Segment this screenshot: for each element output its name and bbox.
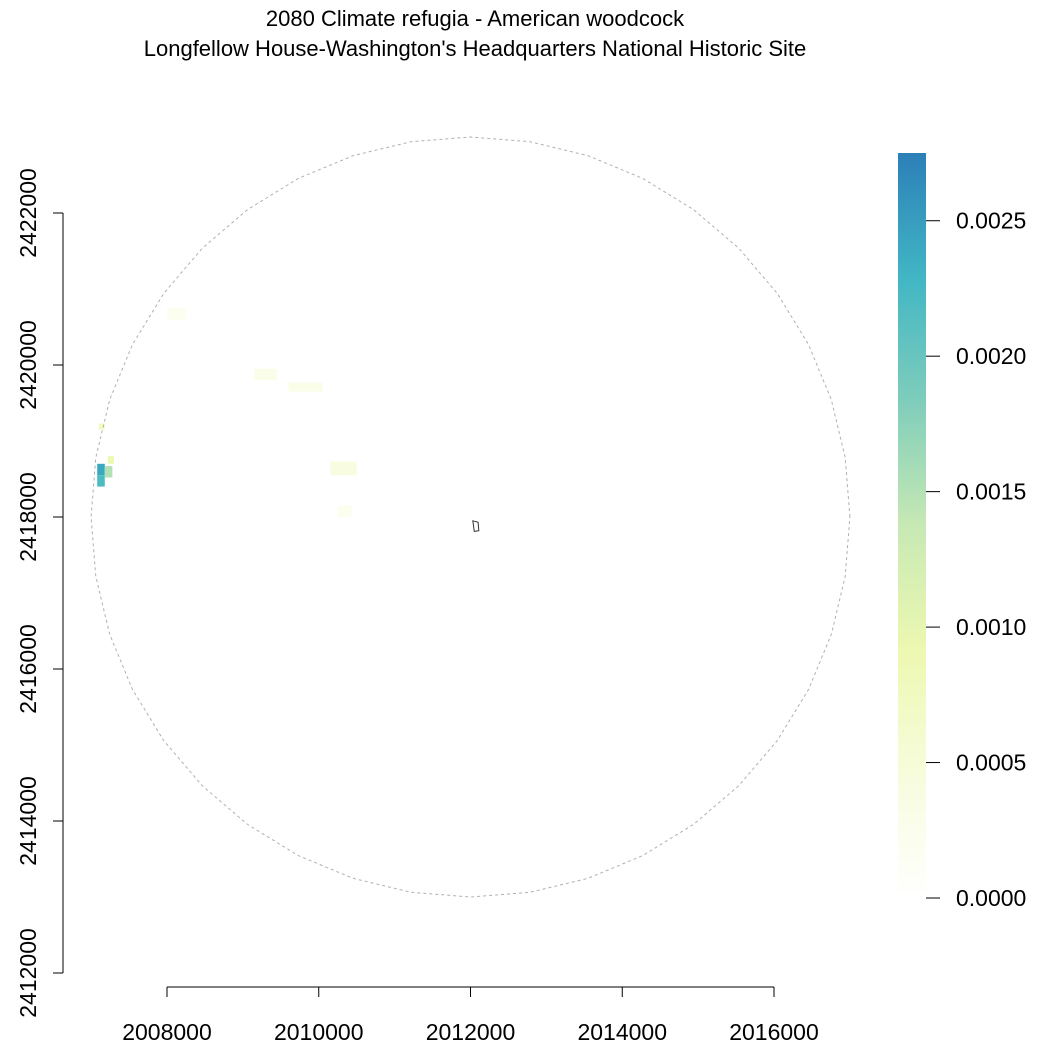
y-axis: 2412000 2414000 2416000 2418000 2420000 24220… bbox=[15, 168, 64, 1018]
buffer-boundary-circle bbox=[90, 136, 851, 898]
x-tick-label: 2012000 bbox=[426, 1019, 516, 1045]
x-tick-label: 2010000 bbox=[274, 1019, 364, 1045]
legend-colorbar bbox=[898, 153, 926, 898]
raster-cell bbox=[107, 456, 114, 464]
x-axis: 2008000 2010000 2012000 2014000 2016000 bbox=[122, 986, 819, 1045]
y-tick-label: 2412000 bbox=[15, 928, 41, 1018]
chart-title-line1: 2080 Climate refugia - American woodcock bbox=[265, 6, 685, 31]
legend-tick-label: 0.0005 bbox=[956, 750, 1026, 776]
y-tick-label: 2420000 bbox=[15, 320, 41, 410]
raster-cell bbox=[97, 475, 105, 487]
chart-title-line2: Longfellow House-Washington's Headquarte… bbox=[143, 36, 807, 61]
raster-cell bbox=[288, 382, 323, 392]
raster-cell bbox=[167, 308, 186, 320]
y-tick-label: 2414000 bbox=[15, 776, 41, 866]
legend-tick-label: 0.0020 bbox=[956, 343, 1026, 369]
legend-tick-label: 0.0000 bbox=[956, 885, 1026, 911]
raster-cell bbox=[254, 368, 278, 381]
raster-cell bbox=[337, 505, 352, 517]
legend-tick-label: 0.0015 bbox=[956, 479, 1026, 505]
legend-tick-label: 0.0010 bbox=[956, 614, 1026, 640]
x-tick-label: 2014000 bbox=[577, 1019, 667, 1045]
y-tick-label: 2422000 bbox=[15, 168, 41, 258]
park-boundary-polygon bbox=[472, 520, 480, 532]
y-tick-label: 2416000 bbox=[15, 624, 41, 714]
raster-cell bbox=[97, 463, 105, 476]
x-tick-label: 2016000 bbox=[729, 1019, 819, 1045]
color-legend: 0.0000 0.0005 0.0010 0.0015 0.0020 0.0025 bbox=[898, 153, 1026, 911]
raster-cell bbox=[98, 423, 105, 430]
y-tick-label: 2418000 bbox=[15, 472, 41, 562]
raster-cell bbox=[104, 466, 113, 478]
x-tick-label: 2008000 bbox=[122, 1019, 212, 1045]
raster-cell bbox=[330, 461, 357, 476]
refugia-raster bbox=[97, 308, 357, 517]
legend-tick-label: 0.0025 bbox=[956, 208, 1026, 234]
